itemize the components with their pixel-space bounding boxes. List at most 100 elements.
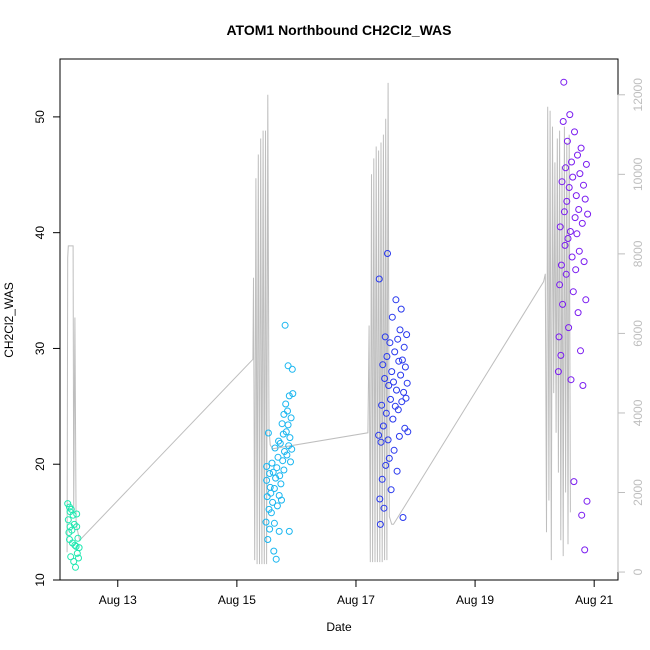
data-point — [275, 527, 283, 535]
series-2 — [262, 321, 297, 563]
data-point — [566, 228, 574, 235]
data-point — [281, 448, 288, 455]
data-point — [584, 210, 592, 218]
data-point — [568, 253, 576, 261]
data-point — [282, 428, 290, 436]
data-point — [579, 382, 587, 389]
data-point — [559, 300, 567, 308]
y-tick-label: 40 — [33, 226, 47, 240]
data-point — [578, 219, 586, 227]
data-point — [278, 496, 285, 504]
y2-tick-label: 0 — [631, 568, 645, 575]
data-point — [266, 525, 274, 533]
data-point — [556, 223, 564, 231]
data-point — [570, 478, 578, 486]
data-point — [273, 502, 281, 510]
data-point — [74, 534, 82, 542]
data-point — [284, 362, 292, 370]
data-point — [560, 208, 568, 216]
data-point — [284, 421, 292, 429]
data-point — [404, 428, 412, 436]
data-point — [381, 375, 389, 382]
data-point — [282, 400, 290, 408]
data-point — [266, 470, 274, 477]
data-point — [277, 480, 285, 488]
data-point — [571, 214, 579, 222]
data-point — [263, 476, 271, 484]
data-point — [393, 467, 401, 475]
data-point — [75, 544, 83, 552]
y2-tick-label: 4000 — [631, 399, 645, 426]
data-point — [565, 324, 573, 332]
data-point — [382, 409, 390, 417]
data-point — [379, 422, 387, 430]
data-point — [388, 368, 396, 376]
data-point — [576, 170, 584, 178]
series-3 — [375, 250, 412, 528]
data-point — [582, 160, 590, 168]
data-point — [583, 497, 591, 505]
x-tick-label: Aug 21 — [575, 593, 613, 607]
data-point — [272, 474, 280, 482]
data-point — [267, 509, 275, 517]
data-point — [279, 457, 287, 465]
data-point — [390, 378, 397, 386]
data-point — [388, 313, 396, 321]
data-point — [574, 309, 582, 317]
altitude-layer — [66, 82, 571, 565]
data-point — [569, 173, 577, 181]
data-point — [403, 331, 411, 339]
data-point — [69, 511, 77, 519]
data-point — [563, 137, 571, 145]
data-point — [581, 546, 589, 554]
data-point — [383, 353, 391, 360]
data-point — [269, 498, 277, 506]
data-point — [285, 527, 293, 535]
data-point — [375, 431, 383, 439]
y-axis: 10 20 30 40 50 — [33, 110, 61, 587]
data-point — [262, 518, 270, 526]
data-point — [569, 288, 577, 296]
data-point — [575, 206, 583, 213]
data-point — [580, 181, 587, 189]
data-point — [395, 357, 403, 365]
data-point — [385, 382, 393, 389]
data-point — [276, 439, 284, 447]
data-point — [264, 429, 272, 437]
data-point — [564, 235, 572, 242]
data-point — [384, 250, 391, 257]
data-point — [568, 158, 575, 166]
data-point — [577, 144, 585, 152]
data-point — [272, 555, 280, 563]
y2-tick-label: 12000 — [631, 78, 645, 112]
x-tick-label: Aug 17 — [337, 593, 375, 607]
data-point — [264, 536, 272, 543]
data-point — [561, 241, 569, 249]
data-point — [66, 503, 73, 511]
data-point — [66, 523, 74, 531]
data-point — [377, 438, 385, 446]
y2-tick-label: 8000 — [631, 240, 645, 267]
data-point — [287, 458, 294, 466]
data-point — [562, 164, 570, 172]
data-point — [70, 520, 78, 528]
data-point — [572, 266, 580, 274]
y-tick-label: 50 — [33, 110, 47, 124]
data-point — [557, 261, 565, 269]
data-point — [268, 459, 276, 467]
data-point — [71, 541, 79, 549]
data-point — [391, 348, 399, 356]
data-point — [286, 434, 294, 442]
data-point — [288, 365, 296, 373]
data-point — [400, 343, 408, 351]
data-point — [562, 270, 570, 278]
data-point — [577, 347, 584, 355]
data-point — [390, 446, 398, 454]
data-point — [397, 371, 405, 379]
data-point — [567, 376, 575, 384]
data-point — [397, 305, 405, 313]
data-point — [378, 475, 386, 483]
data-point — [387, 486, 395, 494]
data-point — [267, 489, 275, 497]
